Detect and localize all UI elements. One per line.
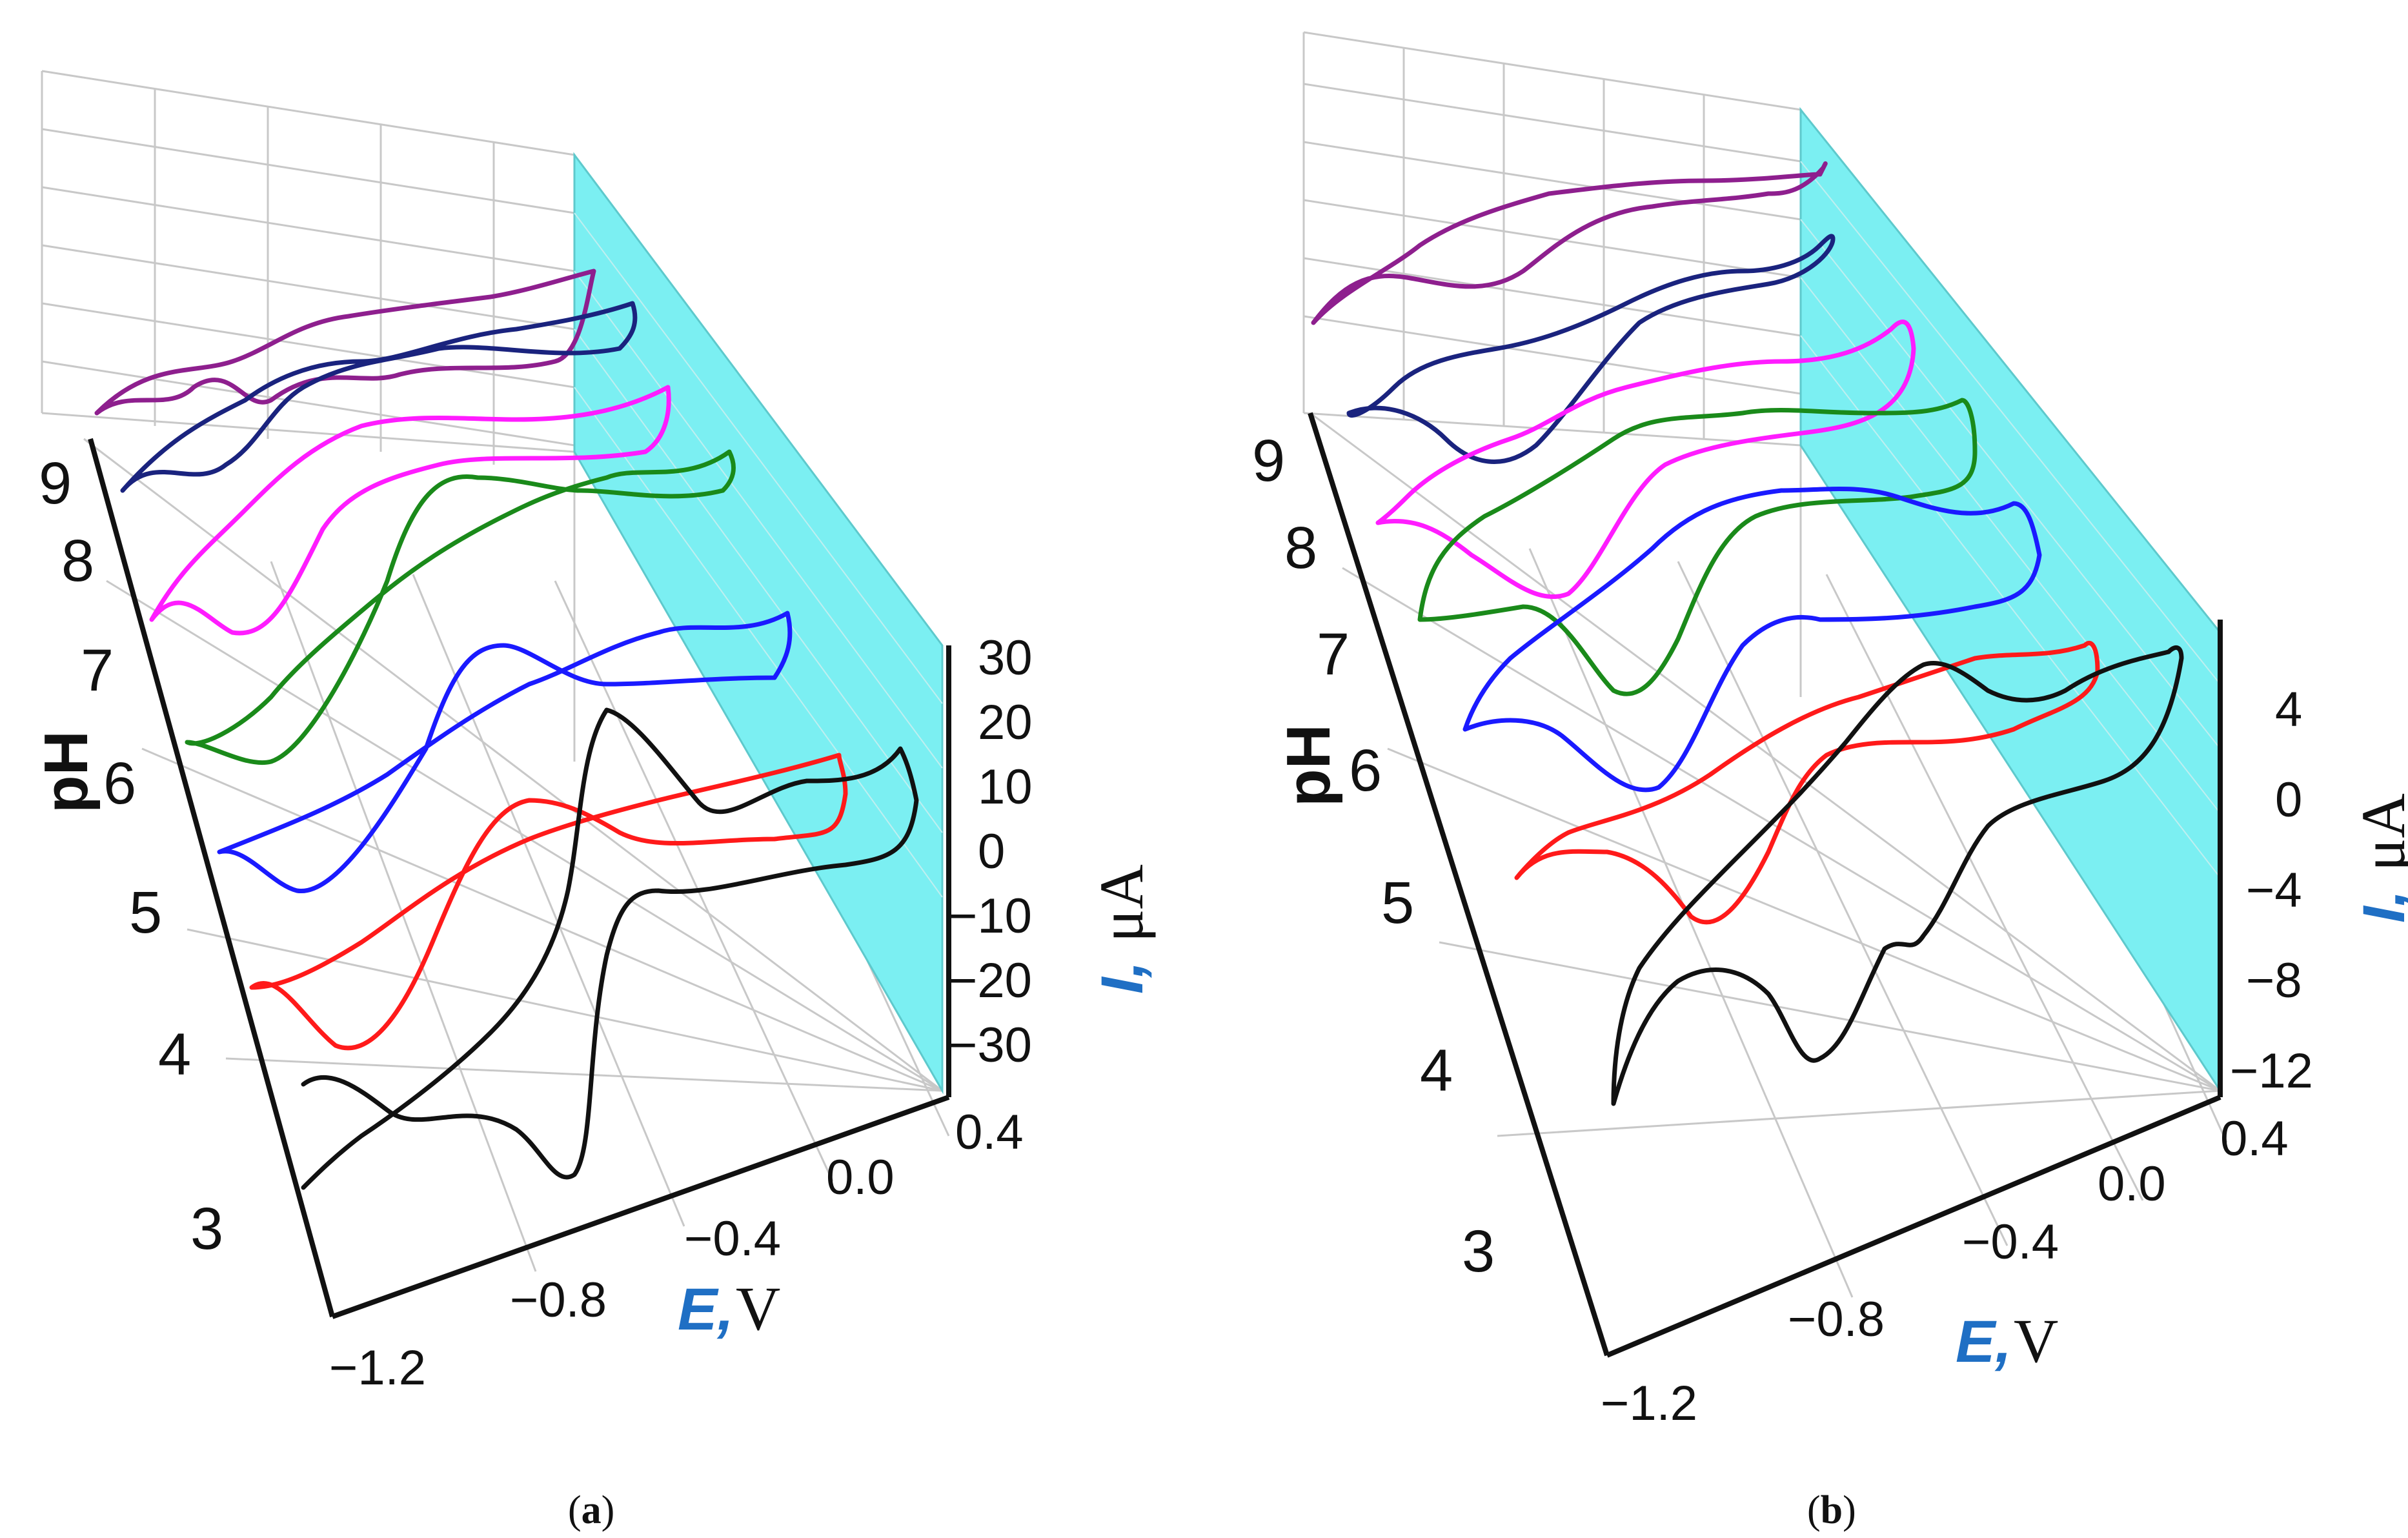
i-axis-symbol: I,: [2351, 890, 2408, 923]
panel-a-e-axis: [331, 1095, 950, 1319]
ph-tick: 7: [81, 638, 114, 703]
e-axis-symbol: E,: [678, 1277, 734, 1342]
panel-b-ph-ticks: 9 8 7 6 5 4 3: [1252, 428, 1495, 1284]
ph-tick: 5: [1381, 870, 1414, 936]
e-axis-symbol: E,: [1956, 1309, 2012, 1375]
ph-tick: 3: [1462, 1219, 1495, 1284]
i-tick: 10: [978, 760, 1033, 815]
i-tick: −20: [949, 953, 1032, 1008]
i-tick: −8: [2246, 953, 2302, 1008]
ph-tick: 8: [61, 528, 94, 594]
panel-b-letter: b: [1821, 1488, 1843, 1532]
e-tick: −0.4: [684, 1211, 781, 1266]
panel-a-e-ticks: −1.2 −0.8 −0.4 0.0 0.4: [329, 1105, 1024, 1395]
e-tick: 0.0: [2098, 1157, 2166, 1211]
ph-tick: 3: [190, 1196, 223, 1262]
panel-a-back-grid: [41, 70, 576, 762]
i-tick: 0: [978, 824, 1005, 879]
panel-b-curve-ph-9: [1311, 161, 1828, 325]
panel-b-curve-ph-6: [1462, 487, 2042, 793]
i-tick: −12: [2230, 1044, 2313, 1098]
panel-b: 9 8 7 6 5 4 3 pH −1.2 −0.8 −0.4 0.0 0.4 …: [1252, 31, 2408, 1532]
panel-a-axes: [88, 438, 951, 1319]
panel-a-curve-ph-6: [217, 611, 793, 893]
panel-b-i-ticks: 4 0 −4 −8 −12: [2230, 682, 2313, 1098]
e-axis-unit: V: [736, 1274, 780, 1343]
panel-b-e-axis-label: E, V: [1956, 1306, 2058, 1375]
i-tick: −4: [2246, 863, 2302, 918]
e-tick: −0.8: [510, 1273, 607, 1328]
panel-b-curve-ph-8: [1375, 319, 1916, 600]
e-tick: 0.0: [826, 1150, 895, 1205]
panel-a-curve-ph-8: [149, 385, 671, 636]
i-tick: −10: [949, 889, 1032, 944]
panel-a-curves: [94, 268, 919, 1190]
panel-a-e-axis-label: E, V: [678, 1274, 780, 1343]
panel-b-curve-ph-4: [1611, 645, 2184, 1106]
e-axis-unit: V: [2014, 1306, 2058, 1375]
e-tick: −1.2: [1601, 1376, 1697, 1431]
panel-b-curve-ph-7: [1417, 398, 1978, 696]
panel-a-curve-ph-8-5: [120, 301, 638, 493]
panel-a-curve-ph-5: [249, 753, 848, 1051]
panel-a-ph-ticks: 9 8 7 6 5 4 3: [39, 450, 223, 1262]
panel-b-curve-ph-5: [1514, 640, 2100, 925]
panel-a-letter: a: [582, 1488, 602, 1532]
ph-tick: 7: [1317, 622, 1350, 687]
i-axis-unit: μA: [1087, 864, 1156, 942]
ph-tick: 6: [103, 751, 136, 816]
panel-b-wall-lines: [1800, 161, 2221, 878]
panel-b-i-axis-label: I, μA: [2349, 793, 2408, 923]
panel-b-axes: [1308, 412, 2223, 1358]
i-axis-unit: μA: [2349, 793, 2408, 871]
panel-a-ph-axis-label: pH: [32, 731, 101, 813]
i-tick: 30: [978, 631, 1033, 685]
ph-tick: 9: [39, 450, 72, 516]
panel-b-e-axis: [1606, 1095, 2221, 1358]
ph-tick: 5: [129, 880, 162, 946]
panel-a-i-axis-label: I, μA: [1087, 864, 1156, 994]
panel-a-curve-ph-9: [94, 268, 596, 416]
e-tick: 0.4: [2220, 1111, 2289, 1166]
i-tick: 4: [2275, 682, 2302, 737]
i-axis-symbol: I,: [1089, 961, 1155, 994]
i-tick: 20: [978, 695, 1033, 750]
panel-b-label: (b): [1807, 1488, 1856, 1532]
ph-tick: 4: [158, 1022, 191, 1088]
e-tick: −0.8: [1788, 1292, 1885, 1347]
panel-a: 9 8 7 6 5 4 3 pH −1.2 −0.8 −0.4 0.0 0.4 …: [32, 70, 1156, 1532]
i-tick: 0: [2275, 773, 2302, 827]
e-tick: 0.4: [955, 1105, 1024, 1160]
panel-b-curves: [1311, 161, 2184, 1106]
i-tick: −30: [949, 1018, 1032, 1073]
e-tick: −1.2: [329, 1341, 426, 1395]
panel-b-ph-axis-label: pH: [1274, 724, 1343, 807]
panel-a-curve-ph-4: [301, 707, 919, 1190]
panel-a-curve-ph-7: [185, 449, 736, 765]
ph-tick: 9: [1252, 428, 1285, 494]
panel-b-curve-ph-8-5: [1346, 234, 1836, 464]
panel-a-i-ticks: 30 20 10 0 −10 −20 −30: [949, 631, 1033, 1073]
panel-a-ph-axis: [88, 438, 335, 1318]
panel-b-ph-axis: [1308, 412, 1610, 1357]
panel-a-label: (a): [568, 1488, 614, 1532]
e-tick: −0.4: [1962, 1215, 2059, 1270]
ph-tick: 4: [1420, 1038, 1453, 1104]
panel-b-e-ticks: −1.2 −0.8 −0.4 0.0 0.4: [1601, 1111, 2289, 1431]
ph-tick: 6: [1349, 738, 1382, 804]
ph-tick: 8: [1284, 515, 1317, 581]
